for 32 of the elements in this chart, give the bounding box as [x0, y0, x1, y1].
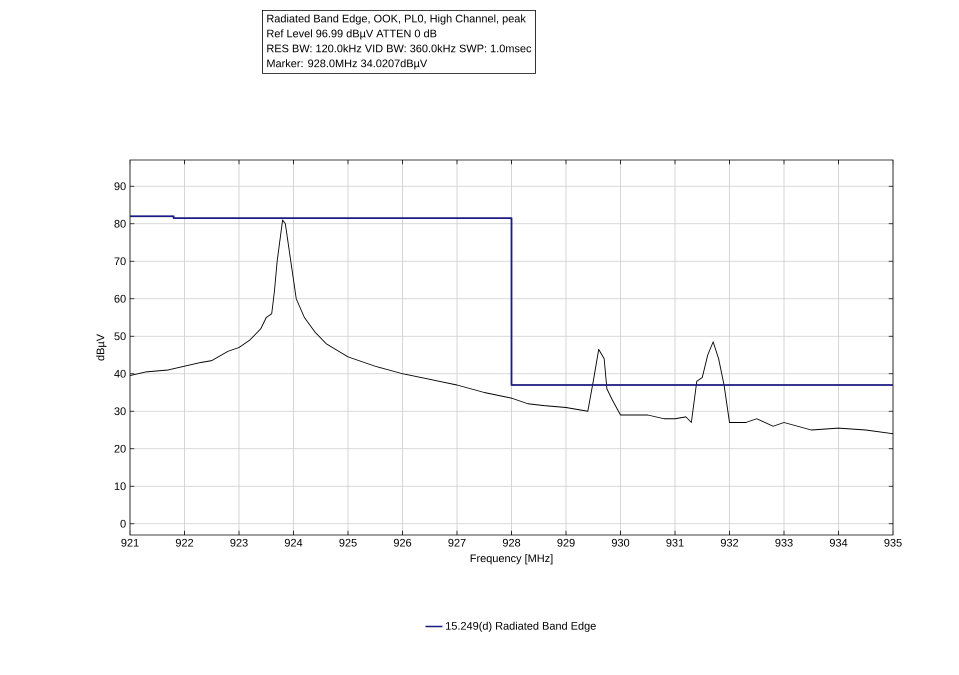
y-axis-title: dBµV: [96, 334, 106, 361]
y-tick-label: 10: [114, 482, 126, 490]
x-tick-label: 924: [284, 538, 302, 547]
text: Ref Level 96.99 dBµV ATTEN 0 dB: [267, 29, 436, 40]
x-tick-label: 932: [720, 538, 738, 547]
y-tick-label: 30: [114, 407, 126, 416]
y-tick-label: 70: [114, 257, 126, 266]
text: Radiated Band Edge, OOK, PL0, High Channel, peak: [267, 14, 526, 25]
x-tick-label: 926: [394, 538, 412, 547]
x-tick-label: 934: [830, 538, 848, 547]
text: RES BW: 120.0kHz VID BW: 360.0kHz SWP: 1.0msec: [267, 44, 532, 52]
x-tick-label: 927: [448, 538, 466, 547]
text: Marker: 928.0MHz 34.0207dBµV: [267, 59, 428, 70]
legend-label: 15.249(d) Radiated Band Edge: [446, 622, 596, 632]
x-tick-label: 928: [502, 538, 520, 547]
x-tick-label: 931: [666, 538, 684, 547]
x-tick-label: 929: [557, 538, 575, 547]
y-tick-label: 20: [114, 444, 126, 453]
y-tick-label: 90: [114, 182, 126, 190]
x-tick-label: 923: [230, 538, 248, 547]
y-tick-label: 80: [114, 220, 126, 228]
x-tick-label: 933: [775, 538, 793, 547]
x-tick-label: 935: [884, 538, 902, 547]
x-tick-label: 925: [339, 538, 357, 547]
x-tick-label: 930: [612, 538, 630, 547]
y-tick-label: 40: [114, 370, 126, 378]
y-tick-label: 60: [114, 294, 126, 303]
x-tick-label: 921: [121, 538, 139, 547]
x-axis-title: Frequency [MHz]: [470, 554, 552, 564]
y-tick-label: 50: [114, 332, 126, 340]
x-tick-label: 922: [176, 538, 194, 547]
y-tick-label: 0: [120, 520, 126, 528]
